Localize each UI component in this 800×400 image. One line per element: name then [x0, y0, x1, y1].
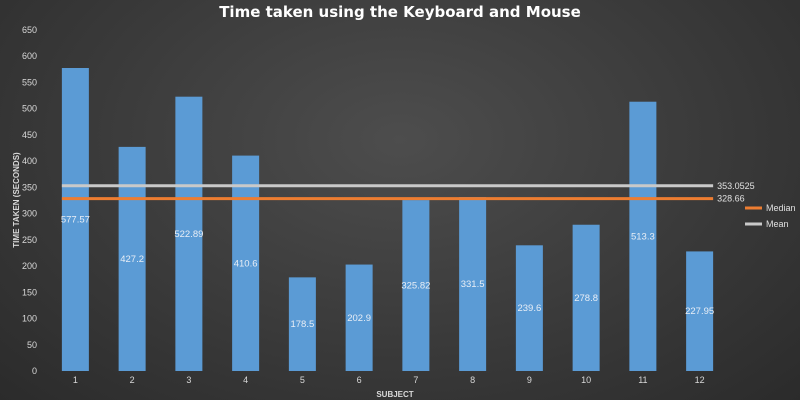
legend-label-median: Median	[766, 203, 796, 213]
data-label: 202.9	[347, 313, 371, 324]
data-label: 239.6	[517, 303, 541, 314]
x-tick-label: 6	[357, 375, 362, 385]
x-axis-title: SUBJECT	[376, 390, 413, 399]
bar	[572, 224, 600, 371]
bar	[402, 200, 430, 371]
x-tick-label: 4	[243, 375, 248, 385]
data-label: 522.89	[174, 229, 203, 240]
y-tick-label: 50	[27, 340, 37, 350]
bar	[686, 251, 714, 371]
y-tick-label: 550	[22, 77, 37, 87]
y-tick-label: 250	[22, 235, 37, 245]
y-tick-label: 400	[22, 156, 37, 166]
data-label: 325.82	[401, 281, 430, 292]
reference-lines: 353.0525 328.66	[61, 181, 755, 204]
bar	[61, 67, 89, 371]
y-tick-label: 650	[22, 25, 37, 35]
legend-label-mean: Mean	[766, 219, 789, 229]
x-tick-label: 10	[581, 375, 591, 385]
median-value-label: 328.66	[717, 194, 745, 204]
bar-series: 577.57 427.2 522.89 410.6 178.5 202.9 325.82 33…	[61, 67, 714, 372]
data-label: 513.3	[631, 231, 655, 242]
y-axis-title: TIME TAKEN (SECONDS)	[12, 152, 21, 248]
y-tick-label: 600	[22, 51, 37, 61]
y-tick-label: 150	[22, 287, 37, 297]
data-label: 331.5	[461, 279, 485, 290]
data-label: 577.57	[61, 214, 90, 225]
data-label: 410.6	[234, 258, 258, 269]
y-tick-label: 200	[22, 261, 37, 271]
legend: Median Mean	[745, 203, 796, 229]
x-tick-label: 1	[73, 375, 78, 385]
x-axis: 1 2 3 4 5 6 7 8 9 10 11 12	[73, 375, 705, 385]
x-tick-label: 9	[527, 375, 532, 385]
y-axis: 0 50 100 150 200 250 300 350 400 450 500 550 600 650	[22, 25, 37, 376]
data-label: 227.95	[685, 306, 714, 317]
bar	[118, 146, 146, 371]
bar	[459, 197, 487, 371]
data-label: 278.8	[574, 293, 598, 304]
x-tick-label: 11	[638, 375, 647, 385]
bar	[629, 101, 657, 372]
x-tick-label: 12	[695, 375, 705, 385]
y-tick-label: 450	[22, 130, 37, 140]
bar	[175, 96, 203, 371]
data-label: 178.5	[290, 319, 314, 330]
x-tick-label: 3	[186, 375, 191, 385]
x-tick-label: 5	[300, 375, 305, 385]
x-tick-label: 8	[470, 375, 475, 385]
y-tick-label: 100	[22, 314, 37, 324]
x-tick-label: 2	[130, 375, 135, 385]
data-label: 427.2	[120, 254, 144, 265]
chart-title: Time taken using the Keyboard and Mouse	[219, 3, 581, 21]
y-tick-label: 0	[32, 366, 37, 376]
mean-value-label: 353.0525	[717, 181, 755, 191]
y-tick-label: 350	[22, 182, 37, 192]
bar	[288, 277, 316, 371]
y-tick-label: 300	[22, 209, 37, 219]
bar	[232, 155, 260, 371]
bar	[345, 264, 373, 371]
x-tick-label: 7	[413, 375, 418, 385]
y-tick-label: 500	[22, 104, 37, 114]
bar	[515, 245, 543, 371]
